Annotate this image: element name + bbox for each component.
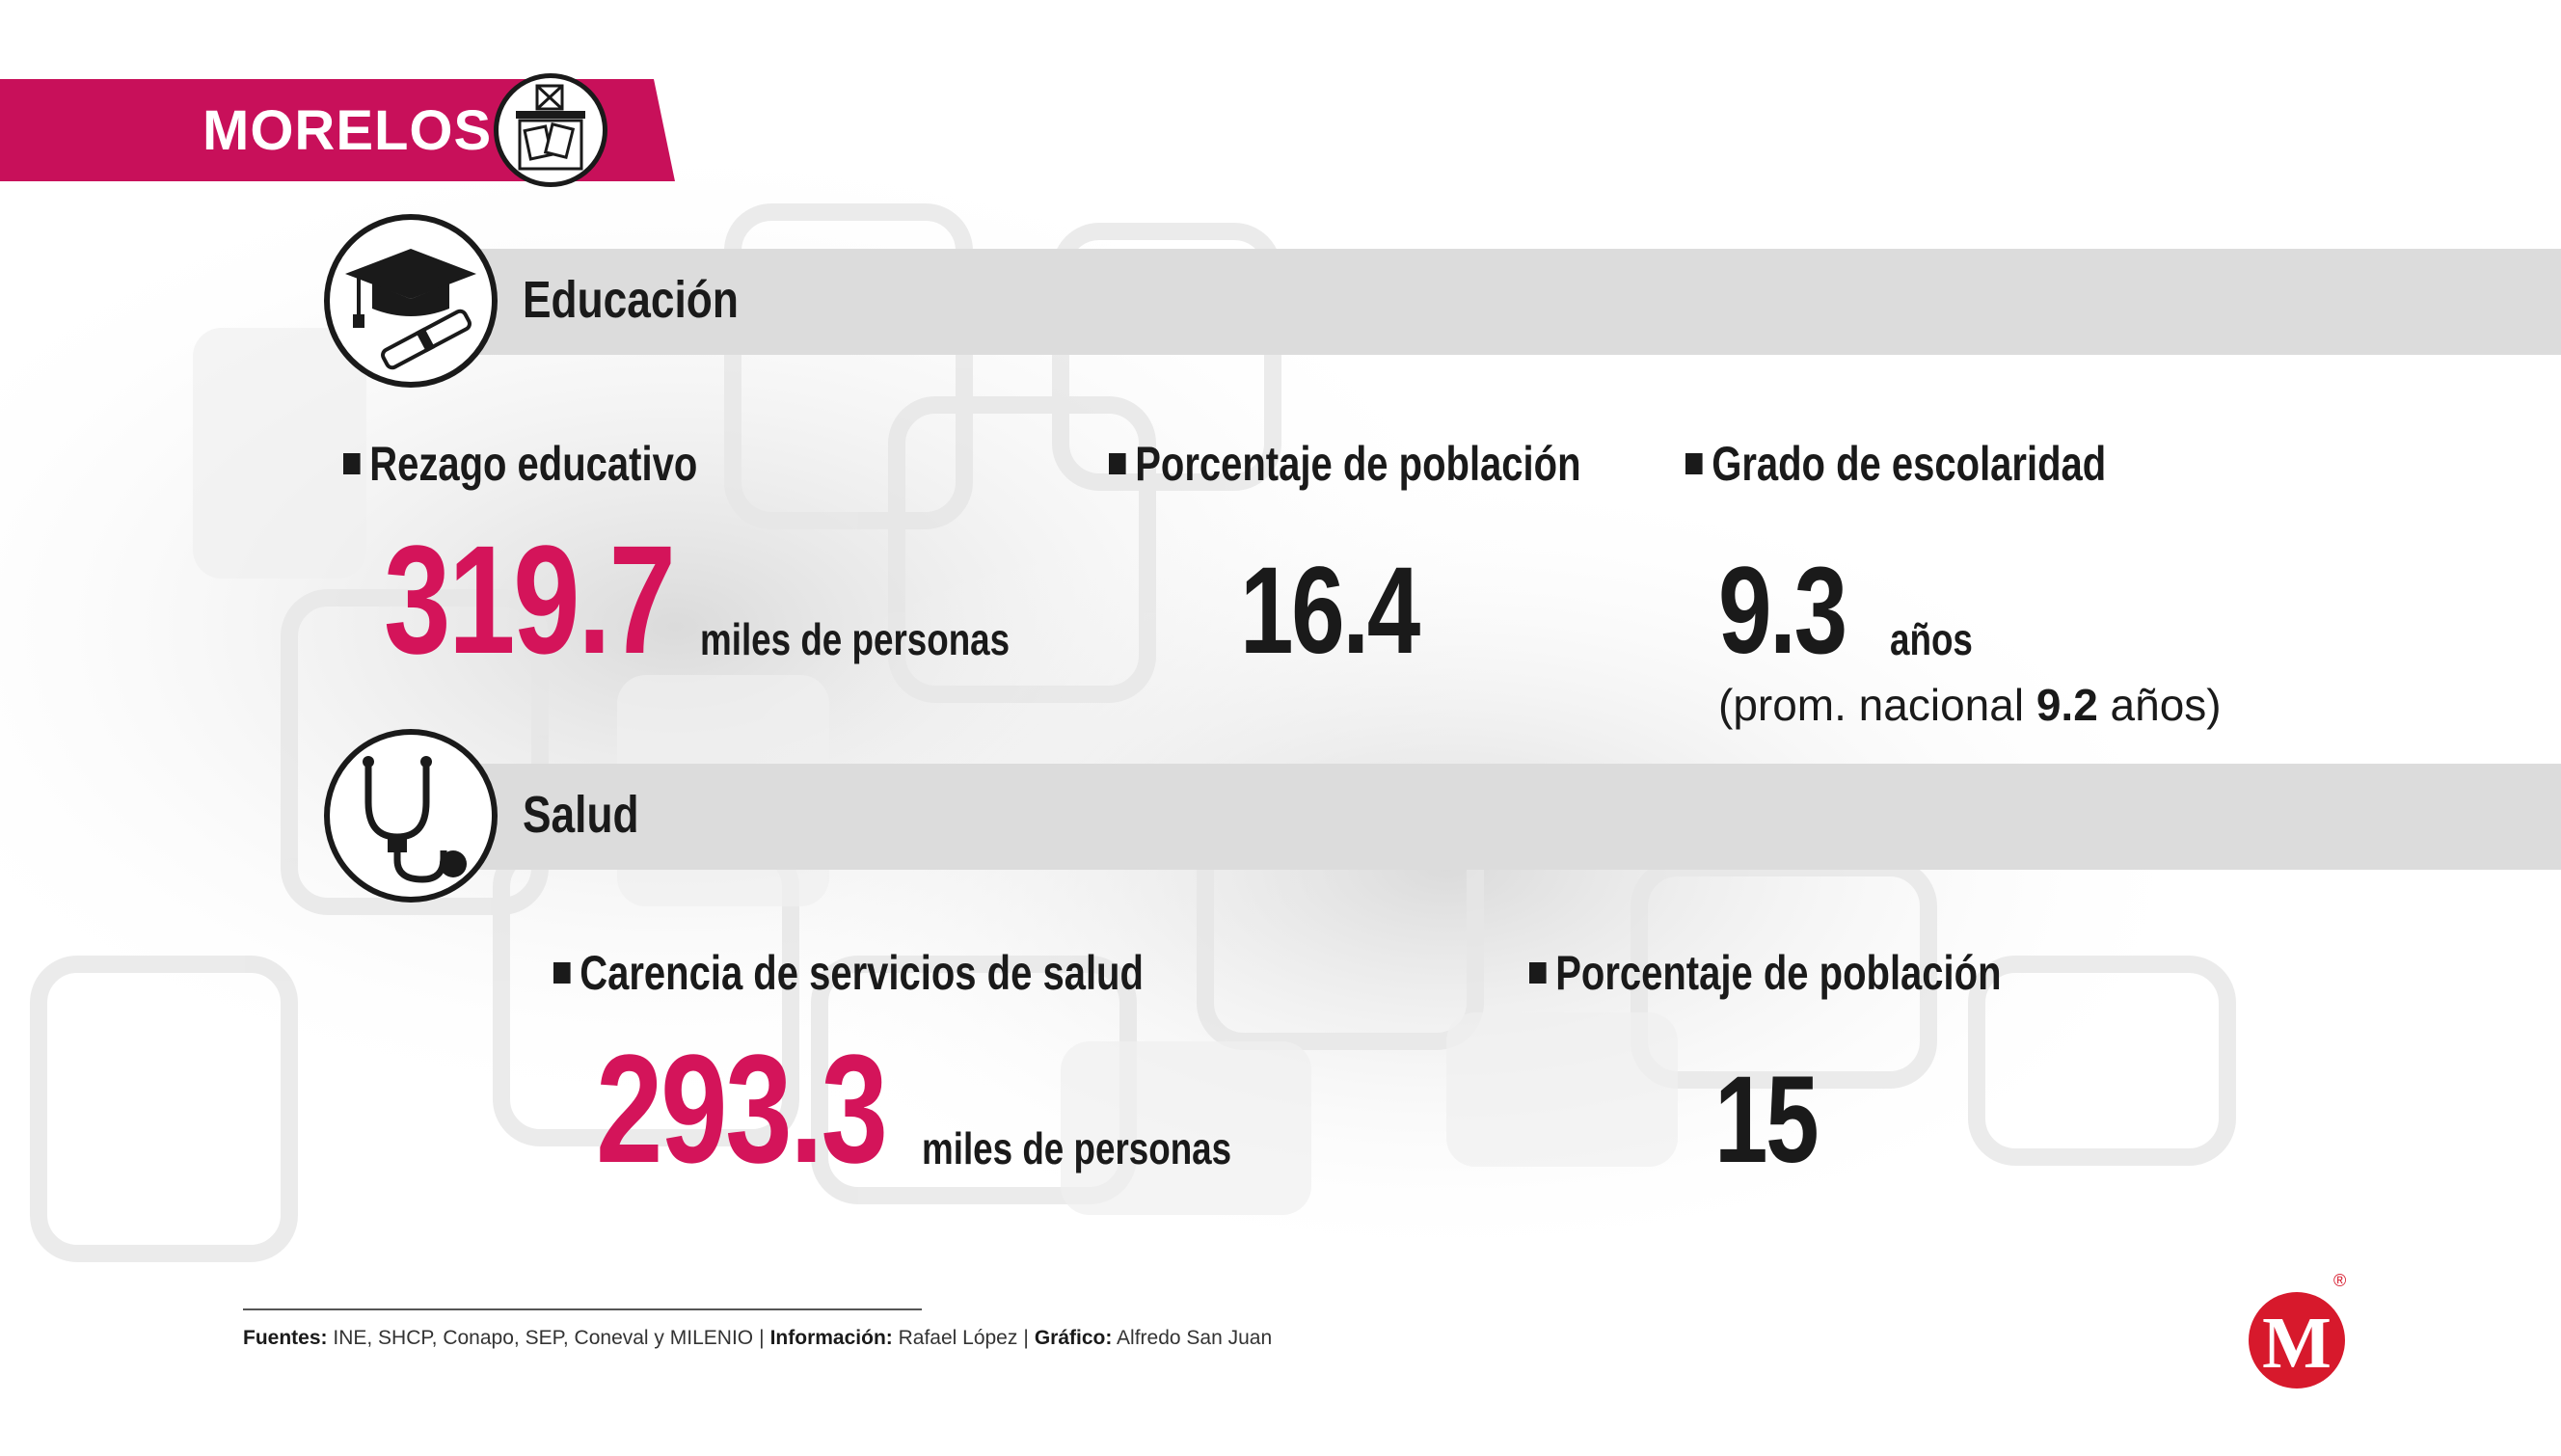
- stethoscope-icon: [324, 729, 498, 903]
- stat-unit-escolaridad: años: [1890, 614, 1973, 664]
- stat-unit-rezago: miles de personas: [700, 614, 1011, 664]
- health-band: [405, 764, 2561, 870]
- stat-label-porcentaje-edu: Porcentaje de población: [1109, 436, 1581, 492]
- state-name: MORELOS: [202, 99, 493, 162]
- bullet-square-icon: [343, 452, 361, 474]
- stat-value-porcentaje-salud: 15: [1714, 1051, 1820, 1189]
- stat-label-carencia: Carencia de servicios de salud: [553, 945, 1144, 1001]
- registered-mark: ®: [2333, 1271, 2347, 1290]
- health-title: Salud: [523, 786, 639, 844]
- stat-value-escolaridad: 9.3: [1718, 542, 1847, 680]
- footer-divider: [243, 1308, 922, 1310]
- stat-label-porcentaje-salud: Porcentaje de población: [1529, 945, 2002, 1001]
- stat-unit-carencia: miles de personas: [922, 1123, 1232, 1173]
- stat-label-rezago: Rezago educativo: [343, 436, 697, 492]
- stat-value-carencia: 293.3: [596, 1022, 888, 1195]
- bullet-square-icon: [553, 961, 571, 984]
- credits-footer: Fuentes: INE, SHCP, Conapo, SEP, Coneval…: [243, 1327, 1273, 1349]
- stat-value-porcentaje-edu: 16.4: [1240, 542, 1420, 680]
- stat-label-escolaridad: Grado de escolaridad: [1685, 436, 2106, 492]
- graduation-cap-diploma-icon: [324, 214, 498, 388]
- national-average-note: (prom. nacional 9.2 años): [1718, 680, 2222, 730]
- stat-value-rezago: 319.7: [384, 513, 676, 686]
- milenio-logo: M: [2249, 1292, 2345, 1389]
- bullet-square-icon: [1109, 452, 1126, 474]
- bullet-square-icon: [1529, 961, 1547, 984]
- ballot-box-icon: [494, 73, 607, 187]
- education-band: [405, 249, 2561, 355]
- bullet-square-icon: [1685, 452, 1703, 474]
- education-title: Educación: [523, 271, 739, 329]
